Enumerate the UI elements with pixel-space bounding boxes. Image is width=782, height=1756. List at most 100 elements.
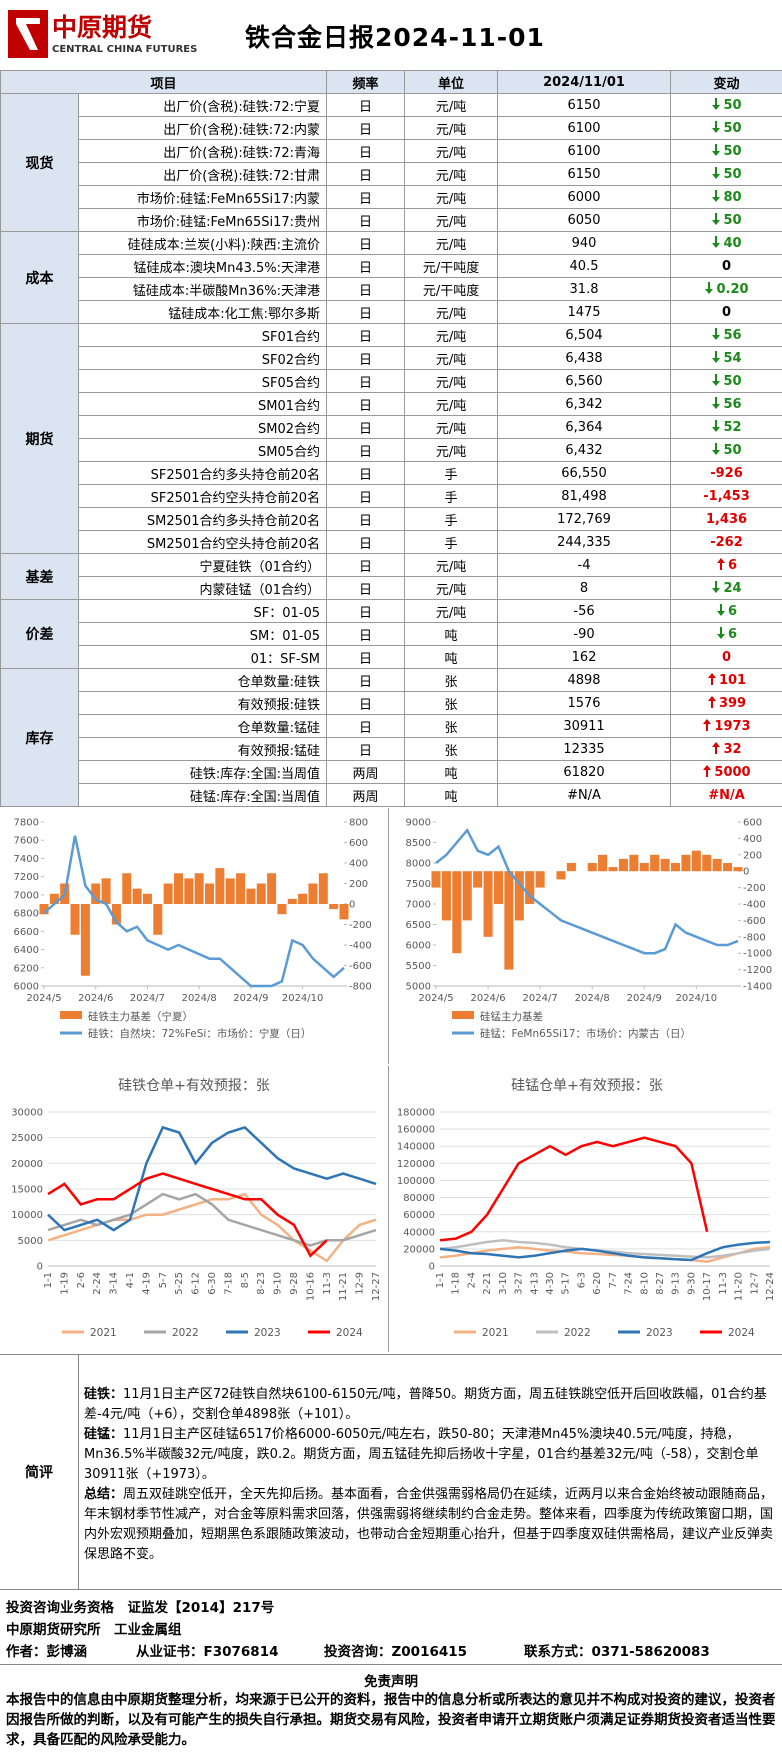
legend-label: 硅锰：FeMn65Si17：市场价：内蒙古（日） xyxy=(480,1027,691,1040)
disclaimer-title: 免责声明 xyxy=(364,1674,418,1690)
unit: 元/干吨度 xyxy=(404,277,499,301)
row: 内蒙硅锰（01合约）日元/吨 8 24 xyxy=(1,576,782,600)
data-table: 项目 频率 单位 2024/11/01 变动 现货 出厂价(含税):硅铁:72:宁… xyxy=(0,70,782,807)
bar xyxy=(153,904,163,935)
change-cell: 0 xyxy=(670,254,782,278)
change-cell: 0.20 xyxy=(670,277,782,301)
x-tick-label: 9-13 xyxy=(671,1272,682,1295)
freq: 日 xyxy=(326,208,406,232)
item: 宁夏硅铁（01合约） xyxy=(77,553,328,577)
contact: 联系方式：0371-58620083 xyxy=(524,1644,710,1660)
row: SF2501合约多头持仓前20名日手 66,550 -926 xyxy=(1,461,782,485)
arrow-shape xyxy=(705,282,714,294)
unit: 元/吨 xyxy=(404,162,499,186)
x-tick-label: 2024/8 xyxy=(575,993,610,1004)
arrow xyxy=(712,397,721,409)
value: 6100 xyxy=(497,139,672,163)
row: 01：SF-SM 日吨 162 0 xyxy=(1,645,782,669)
chart: 500055006000650070007500800085009000-140… xyxy=(392,808,782,1064)
unit: 元/吨 xyxy=(404,392,499,416)
y-tick-label: 60000 xyxy=(403,1210,435,1221)
bar xyxy=(215,868,225,904)
change: 52 xyxy=(723,420,742,435)
freq: 日 xyxy=(326,369,406,393)
paragraph: 硅锰：11月1日主产区硅锰6517价格6000-6050元/吨左右，跌50-80… xyxy=(84,1425,776,1485)
change: 80 xyxy=(723,190,742,205)
y2-tick-label: -600 xyxy=(743,916,766,927)
y-tick-label: 7000 xyxy=(14,890,39,901)
change-cell: 24 xyxy=(670,576,782,600)
legend-label: 2022 xyxy=(172,1327,199,1339)
change: 24 xyxy=(723,581,742,596)
item: SM：01-05 xyxy=(77,622,328,646)
change: 50 xyxy=(723,443,742,458)
item: 01：SF-SM xyxy=(77,645,328,669)
chart-title: 硅锰仓单+有效预报：张 xyxy=(511,1078,663,1094)
legend-label: 2024 xyxy=(728,1327,755,1339)
unit: 元/干吨度 xyxy=(404,254,499,278)
x-tick-label: 4-13 xyxy=(529,1272,540,1295)
x-tick-label: 5-7 xyxy=(158,1272,169,1288)
change: 50 xyxy=(723,167,742,182)
change-cell: 1,436 xyxy=(670,507,782,531)
item: 仓单数量:硅铁 xyxy=(77,668,328,692)
freq: 日 xyxy=(326,300,406,324)
item: 硅铁:库存:全国:当周值 xyxy=(77,760,328,784)
y-tick-label: 5500 xyxy=(406,961,431,972)
legend-label: 2021 xyxy=(90,1327,117,1339)
row: 有效预报:锰硅日张 12335 32 xyxy=(1,737,782,761)
col-head: 项目 xyxy=(0,70,328,94)
change: 54 xyxy=(723,351,742,366)
x-tick-label: 12-7 xyxy=(749,1272,760,1295)
row: SF02合约日元/吨 6,438 54 xyxy=(1,346,782,370)
y-tick-label: 9000 xyxy=(406,818,431,829)
arrow xyxy=(716,558,725,570)
group-cell: 现货 xyxy=(0,93,79,232)
arrow-shape xyxy=(712,190,721,202)
y-tick-label: 8500 xyxy=(406,838,431,849)
col-head: 频率 xyxy=(326,70,406,94)
x-tick-label: 11-3 xyxy=(718,1272,729,1295)
value: 162 xyxy=(497,645,672,669)
y-tick-label: 6400 xyxy=(14,945,39,956)
freq: 日 xyxy=(326,346,406,370)
y-tick-label: 10000 xyxy=(11,1210,43,1221)
y-tick-label: 6800 xyxy=(14,909,39,920)
value: 61820 xyxy=(497,760,672,784)
y-tick-label: 6600 xyxy=(14,927,39,938)
row: 现货 出厂价(含税):硅铁:72:宁夏日元/吨 6150 50 xyxy=(0,93,782,232)
x-tick-label: 2024/5 xyxy=(418,993,453,1004)
arrow-shape xyxy=(712,121,721,133)
item: 出厂价(含税):硅铁:72:内蒙 xyxy=(77,116,328,140)
item: SF2501合约多头持仓前20名 xyxy=(77,461,328,485)
value: 6150 xyxy=(497,93,672,117)
item: SM05合约 xyxy=(77,438,328,462)
change-cell: 101 xyxy=(670,668,782,692)
item: 市场价:硅锰:FeMn65Si17:贵州 xyxy=(77,208,328,232)
change-cell: 54 xyxy=(670,346,782,370)
legend-label: 硅锰主力基差 xyxy=(480,1010,543,1023)
unit: 元/吨 xyxy=(404,553,499,577)
change: 0.20 xyxy=(716,282,749,297)
row: 出厂价(含税):硅铁:72:甘肃日元/吨 6150 50 xyxy=(1,162,782,186)
chart: 6000620064006600680070007200740076007800… xyxy=(0,808,389,1064)
unit: 吨 xyxy=(404,622,499,646)
arrow xyxy=(707,673,716,685)
value: 8 xyxy=(497,576,672,600)
unit: 元/吨 xyxy=(404,139,499,163)
y2-tick-label: 600 xyxy=(349,838,368,849)
unit: 手 xyxy=(404,461,499,485)
row: SF05合约日元/吨 6,560 50 xyxy=(1,369,782,393)
change-cell: 40 xyxy=(670,231,782,255)
arrow xyxy=(712,443,721,455)
arrow-shape xyxy=(712,144,721,156)
y2-tick-label: 200 xyxy=(743,850,762,861)
value: 6100 xyxy=(497,116,672,140)
change: 0 xyxy=(721,649,732,665)
bar xyxy=(132,888,142,904)
change: 6 xyxy=(727,627,738,642)
bar xyxy=(441,871,451,921)
arrow-shape xyxy=(707,696,716,708)
paragraph-lead: 硅铁： xyxy=(84,1387,124,1402)
x-tick-label: 2-21 xyxy=(482,1272,493,1295)
